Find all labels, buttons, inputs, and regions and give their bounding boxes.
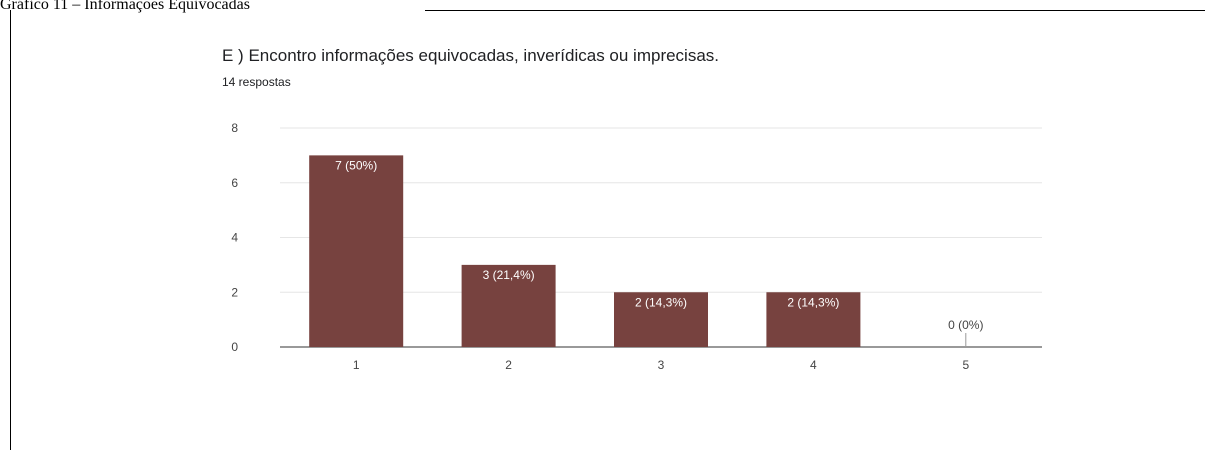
value-label: 0 (0%) bbox=[948, 318, 983, 332]
chart-title: E ) Encontro informações equivocadas, in… bbox=[222, 46, 719, 65]
x-tick-label: 4 bbox=[810, 358, 817, 372]
value-label: 2 (14,3%) bbox=[787, 295, 839, 309]
y-tick-label: 2 bbox=[231, 285, 238, 299]
y-tick-label: 8 bbox=[231, 121, 238, 135]
y-tick-label: 0 bbox=[231, 340, 238, 354]
caption: Gráfico 11 – Informações Equivocadas bbox=[0, 0, 250, 13]
bar bbox=[614, 292, 708, 347]
bar bbox=[461, 264, 556, 347]
value-label: 2 (14,3%) bbox=[635, 295, 687, 309]
x-tick-label: 5 bbox=[962, 358, 969, 372]
x-tick-label: 1 bbox=[353, 358, 360, 372]
y-tick-label: 4 bbox=[231, 231, 238, 245]
x-tick-label: 2 bbox=[505, 358, 512, 372]
x-tick-label: 3 bbox=[658, 358, 665, 372]
value-label: 3 (21,4%) bbox=[483, 268, 535, 282]
bar bbox=[309, 155, 404, 347]
chart-subtitle: 14 respostas bbox=[222, 75, 291, 89]
bar bbox=[766, 292, 861, 347]
value-label: 7 (50%) bbox=[335, 158, 377, 172]
y-tick-label: 6 bbox=[231, 176, 238, 190]
